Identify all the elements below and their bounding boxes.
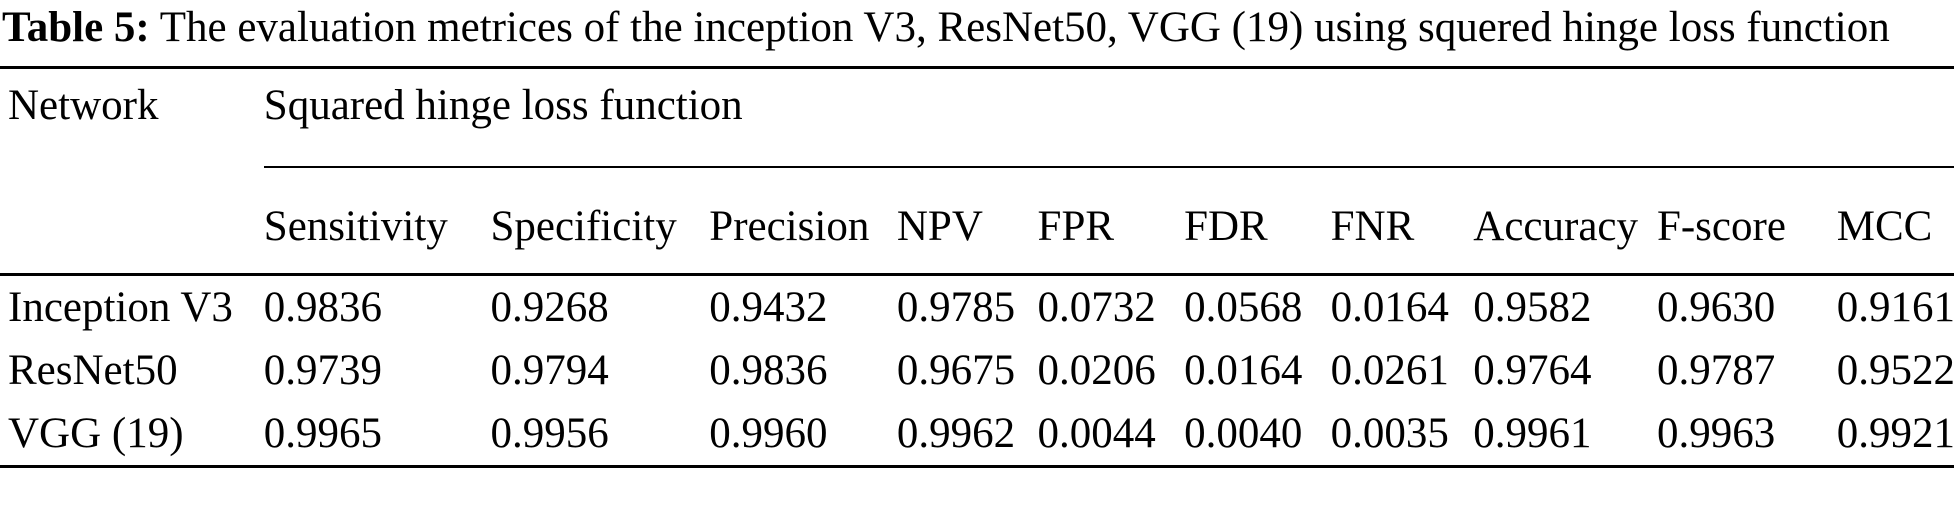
metric-header-precision: Precision bbox=[709, 167, 897, 277]
table-row-vgg19: VGG (19) 0.9965 0.9956 0.9960 0.9962 0.0… bbox=[0, 402, 1954, 467]
metric-value-cell: 0.0164 bbox=[1184, 347, 1303, 395]
metric-header-sensitivity: Sensitivity bbox=[263, 167, 491, 277]
metric-header-specificity: Specificity bbox=[490, 167, 710, 277]
network-name-cell: VGG (19) bbox=[8, 410, 184, 458]
metric-value-cell: 0.0261 bbox=[1330, 347, 1449, 395]
metrics-table: Network Squared hinge loss function Sens… bbox=[0, 66, 1954, 469]
metric-value-cell: 0.9764 bbox=[1473, 347, 1592, 395]
table-caption: Table 5: The evaluation metrices of the … bbox=[0, 0, 1954, 52]
metric-value-cell: 0.9787 bbox=[1656, 347, 1776, 395]
metric-value-cell: 0.0040 bbox=[1184, 410, 1303, 458]
metric-value-cell: 0.9522 bbox=[1836, 347, 1954, 395]
table-caption-label: Table 5: bbox=[2, 4, 150, 51]
metric-value-cell: 0.9739 bbox=[263, 347, 383, 395]
metric-value-cell: 0.0568 bbox=[1184, 284, 1303, 332]
table-row-resnet50: ResNet50 0.9739 0.9794 0.9836 0.9675 0.0… bbox=[0, 339, 1954, 402]
group-header-squared-hinge: Squared hinge loss function bbox=[263, 67, 1954, 169]
metric-value-cell: 0.9921 bbox=[1836, 410, 1954, 458]
metric-value-cell: 0.9836 bbox=[709, 347, 828, 395]
metric-header-npv: NPV bbox=[896, 167, 1038, 277]
table-row-inception-v3: Inception V3 0.9836 0.9268 0.9432 0.9785… bbox=[0, 275, 1954, 340]
metric-header-fpr: FPR bbox=[1037, 167, 1185, 277]
metric-value-cell: 0.9268 bbox=[490, 284, 609, 332]
metric-value-cell: 0.9161 bbox=[1836, 284, 1954, 332]
metric-value-cell: 0.9675 bbox=[896, 347, 1016, 395]
network-name-cell: ResNet50 bbox=[8, 347, 178, 395]
metric-header-accuracy: Accuracy bbox=[1473, 167, 1657, 277]
metric-header-fdr: FDR bbox=[1184, 167, 1331, 277]
metric-value-cell: 0.9582 bbox=[1473, 284, 1592, 332]
column-header-network: Network bbox=[0, 67, 264, 277]
header-row-group: Network Squared hinge loss function bbox=[0, 67, 1954, 277]
metric-value-cell: 0.0206 bbox=[1037, 347, 1156, 395]
metric-value-cell: 0.0035 bbox=[1330, 410, 1449, 458]
metric-value-cell: 0.0164 bbox=[1330, 284, 1449, 332]
metric-value-cell: 0.9963 bbox=[1656, 410, 1776, 458]
metric-value-cell: 0.9962 bbox=[896, 410, 1016, 458]
metric-value-cell: 0.9630 bbox=[1656, 284, 1776, 332]
metric-value-cell: 0.9432 bbox=[709, 284, 828, 332]
metric-header-mcc: MCC bbox=[1836, 167, 1954, 277]
metric-header-fscore: F-score bbox=[1656, 167, 1837, 277]
metric-value-cell: 0.9785 bbox=[896, 284, 1016, 332]
metric-value-cell: 0.9960 bbox=[709, 410, 828, 458]
metric-header-fnr: FNR bbox=[1330, 167, 1474, 277]
table-caption-text: The evaluation metrices of the inception… bbox=[149, 4, 1890, 51]
metric-value-cell: 0.0044 bbox=[1037, 410, 1156, 458]
metric-value-cell: 0.9961 bbox=[1473, 410, 1592, 458]
metric-value-cell: 0.9794 bbox=[490, 347, 609, 395]
metric-value-cell: 0.9956 bbox=[490, 410, 609, 458]
metric-value-cell: 0.9965 bbox=[263, 410, 383, 458]
header-row-metrics: Sensitivity Specificity Precision NPV FP… bbox=[0, 167, 1954, 277]
network-name-cell: Inception V3 bbox=[8, 284, 233, 332]
metric-value-cell: 0.9836 bbox=[263, 284, 383, 332]
metric-value-cell: 0.0732 bbox=[1037, 284, 1156, 332]
